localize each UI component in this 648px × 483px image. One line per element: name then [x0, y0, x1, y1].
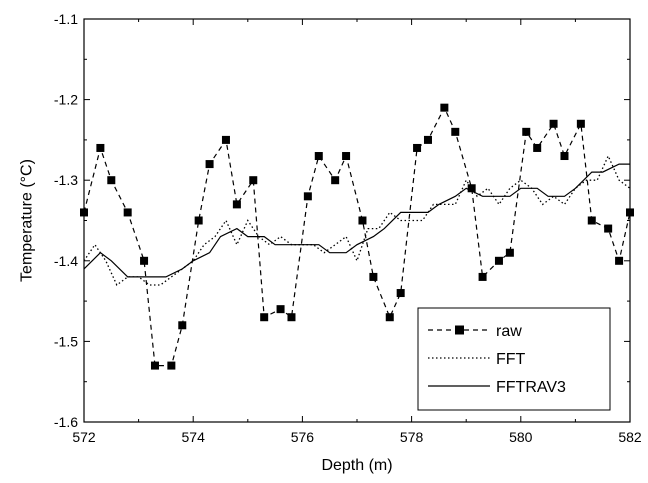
legend-label-fftrav3: FFTRAV3: [496, 379, 566, 396]
legend-entry-raw: raw: [428, 323, 522, 340]
data-point-raw: [423, 135, 432, 144]
data-point-raw: [385, 313, 394, 322]
legend-marker-raw: [455, 325, 464, 335]
x-tick-label: 576: [291, 429, 315, 445]
y-tick-label: -1.3: [54, 172, 78, 188]
y-tick-label: -1.5: [54, 333, 78, 349]
y-tick-label: -1.6: [54, 414, 78, 430]
y-tick-label: -1.1: [54, 11, 78, 27]
data-point-raw: [478, 272, 487, 281]
x-axis-ticks: 572 574 576 578 580 582: [72, 19, 642, 445]
data-point-raw: [232, 200, 241, 209]
data-point-raw: [533, 143, 542, 152]
data-point-raw: [314, 152, 323, 161]
series-line-fftrav3: [83, 163, 630, 278]
data-point-raw: [604, 224, 613, 233]
legend-label-fft: FFT: [496, 351, 526, 368]
legend-entry-fft: FFT: [428, 351, 526, 368]
data-point-raw: [205, 160, 214, 169]
x-tick-label: 582: [618, 429, 642, 445]
data-point-raw: [167, 361, 176, 370]
data-point-raw: [287, 313, 296, 322]
data-point-raw: [123, 208, 132, 217]
x-tick-label: 574: [182, 429, 206, 445]
data-point-raw: [413, 143, 422, 152]
series-line-fft: [83, 154, 631, 287]
data-point-raw: [221, 135, 230, 144]
data-point-raw: [276, 305, 285, 314]
x-tick-label: 572: [72, 429, 96, 445]
legend: raw FFT FFTRAV3: [417, 307, 611, 411]
plot-lines: [80, 103, 634, 370]
y-axis-title: Temperature (°C): [19, 159, 36, 282]
data-point-raw: [331, 176, 340, 185]
y-tick-label: -1.4: [54, 253, 78, 269]
data-point-raw: [494, 256, 503, 265]
data-point-raw: [358, 216, 367, 225]
data-point-raw: [140, 256, 149, 265]
data-point-raw: [467, 184, 476, 193]
data-point-raw: [260, 313, 269, 322]
data-point-raw: [342, 152, 351, 161]
data-point-raw: [303, 192, 312, 201]
data-point-raw: [107, 176, 116, 185]
data-point-raw: [587, 216, 596, 225]
data-point-raw: [96, 143, 105, 152]
data-point-raw: [451, 127, 460, 136]
data-point-raw: [369, 272, 378, 281]
data-point-raw: [505, 248, 514, 257]
data-point-raw: [522, 127, 531, 136]
data-point-raw: [150, 361, 159, 370]
x-axis-title: Depth (m): [321, 457, 392, 474]
data-point-raw: [560, 152, 569, 161]
x-tick-label: 580: [509, 429, 533, 445]
data-point-raw: [396, 289, 405, 298]
data-point-raw: [549, 119, 558, 128]
legend-box: [417, 307, 611, 411]
data-point-raw: [194, 216, 203, 225]
data-point-raw: [249, 176, 258, 185]
y-tick-label: -1.2: [54, 92, 78, 108]
y-axis-ticks: -1.6 -1.5 -1.4 -1.3 -1.2 -1.1: [54, 11, 630, 430]
x-tick-label: 578: [400, 429, 424, 445]
data-point-raw: [615, 256, 624, 265]
data-point-raw: [576, 119, 585, 128]
data-point-raw: [178, 321, 187, 330]
legend-entry-fftrav3: FFTRAV3: [428, 379, 566, 396]
legend-label-raw: raw: [496, 323, 522, 340]
data-point-raw: [440, 103, 449, 112]
